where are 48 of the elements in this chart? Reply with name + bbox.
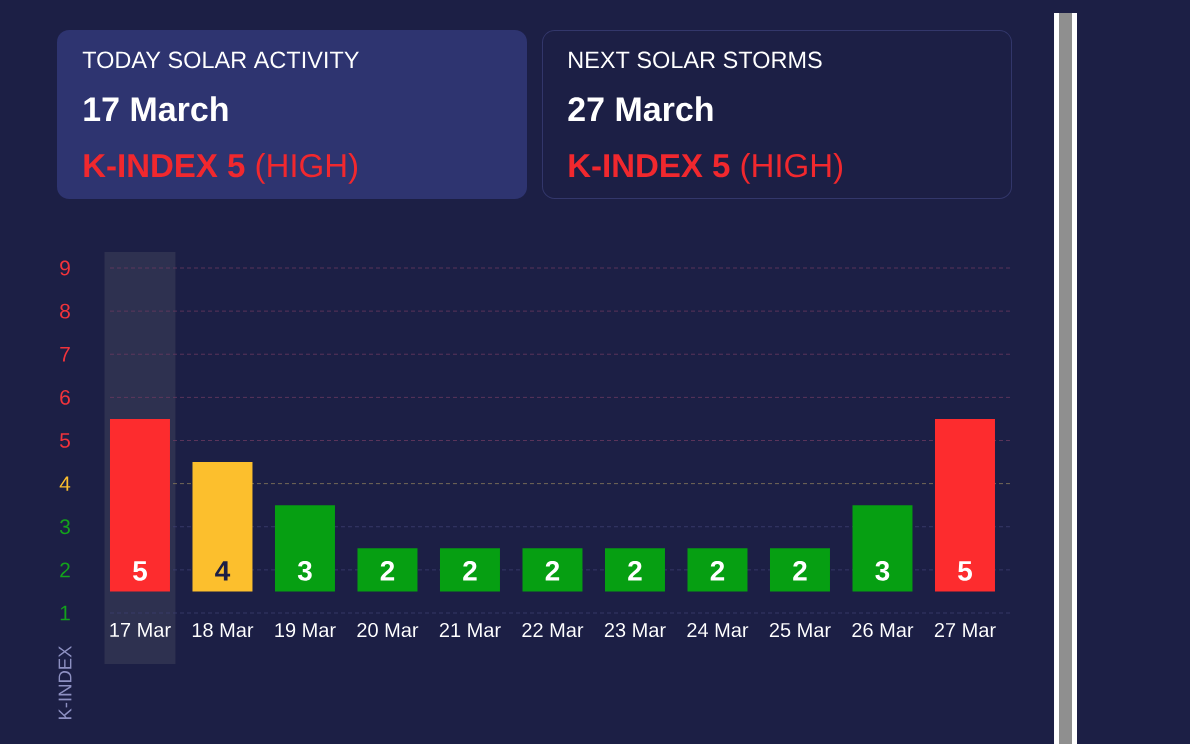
bar bbox=[274, 505, 335, 592]
y-tick-label: 9 bbox=[60, 260, 70, 276]
bar bbox=[769, 548, 830, 592]
y-tick-label: 7 bbox=[60, 347, 70, 362]
data-label: 2 bbox=[380, 560, 395, 581]
data-label: 3 bbox=[297, 560, 312, 581]
y-tick-label: 5 bbox=[60, 433, 70, 448]
text: TODAY SOLAR ACTIVITY bbox=[82, 51, 359, 69]
y-tick-label: 6 bbox=[60, 389, 70, 405]
x-tick-label: 23 Mar bbox=[604, 622, 666, 638]
data-label: 2 bbox=[793, 560, 807, 581]
data-label: 5 bbox=[133, 561, 147, 581]
data-label: 2 bbox=[710, 560, 725, 581]
bar bbox=[439, 548, 500, 592]
bar bbox=[192, 462, 253, 592]
bar bbox=[522, 548, 583, 592]
text: 17 March bbox=[84, 96, 228, 122]
data-label: 4 bbox=[215, 561, 231, 581]
data-label: 2 bbox=[545, 560, 560, 581]
bar bbox=[852, 505, 913, 592]
bar bbox=[357, 548, 418, 592]
x-tick-label: 20 Mar bbox=[357, 622, 419, 638]
data-label: 5 bbox=[958, 561, 972, 581]
y-tick-label: 3 bbox=[59, 519, 70, 535]
y-tick-label: 4 bbox=[59, 476, 71, 491]
bar bbox=[687, 548, 748, 592]
text: K-INDEX 5 (HIGH) bbox=[569, 153, 842, 184]
x-tick-label: 18 Mar bbox=[192, 622, 254, 638]
x-tick-label: 25 Mar bbox=[769, 622, 831, 638]
data-label: 2 bbox=[628, 560, 642, 581]
bar bbox=[604, 548, 665, 592]
data-label: 2 bbox=[463, 560, 477, 581]
y-tick-label: 1 bbox=[60, 605, 70, 621]
y-tick-label: 2 bbox=[60, 562, 70, 578]
x-tick-label: 27 Mar bbox=[934, 622, 996, 638]
text: 27 March bbox=[568, 96, 713, 122]
x-tick-label: 17 Mar bbox=[110, 623, 171, 637]
data-label: 3 bbox=[875, 560, 890, 581]
bar bbox=[934, 418, 995, 592]
x-tick-label: 22 Mar bbox=[522, 622, 584, 638]
x-tick-label: 26 Mar bbox=[852, 622, 914, 638]
x-tick-label: 21 Mar bbox=[439, 622, 501, 638]
y-axis-title: K-INDEX bbox=[58, 645, 72, 720]
x-tick-label: 19 Mar bbox=[275, 622, 336, 638]
x-tick-label: 24 Mar bbox=[687, 622, 749, 638]
text: NEXT SOLAR STORMS bbox=[569, 51, 822, 69]
y-tick-label: 8 bbox=[60, 303, 70, 319]
text: K-INDEX 5 (HIGH) bbox=[84, 153, 357, 184]
